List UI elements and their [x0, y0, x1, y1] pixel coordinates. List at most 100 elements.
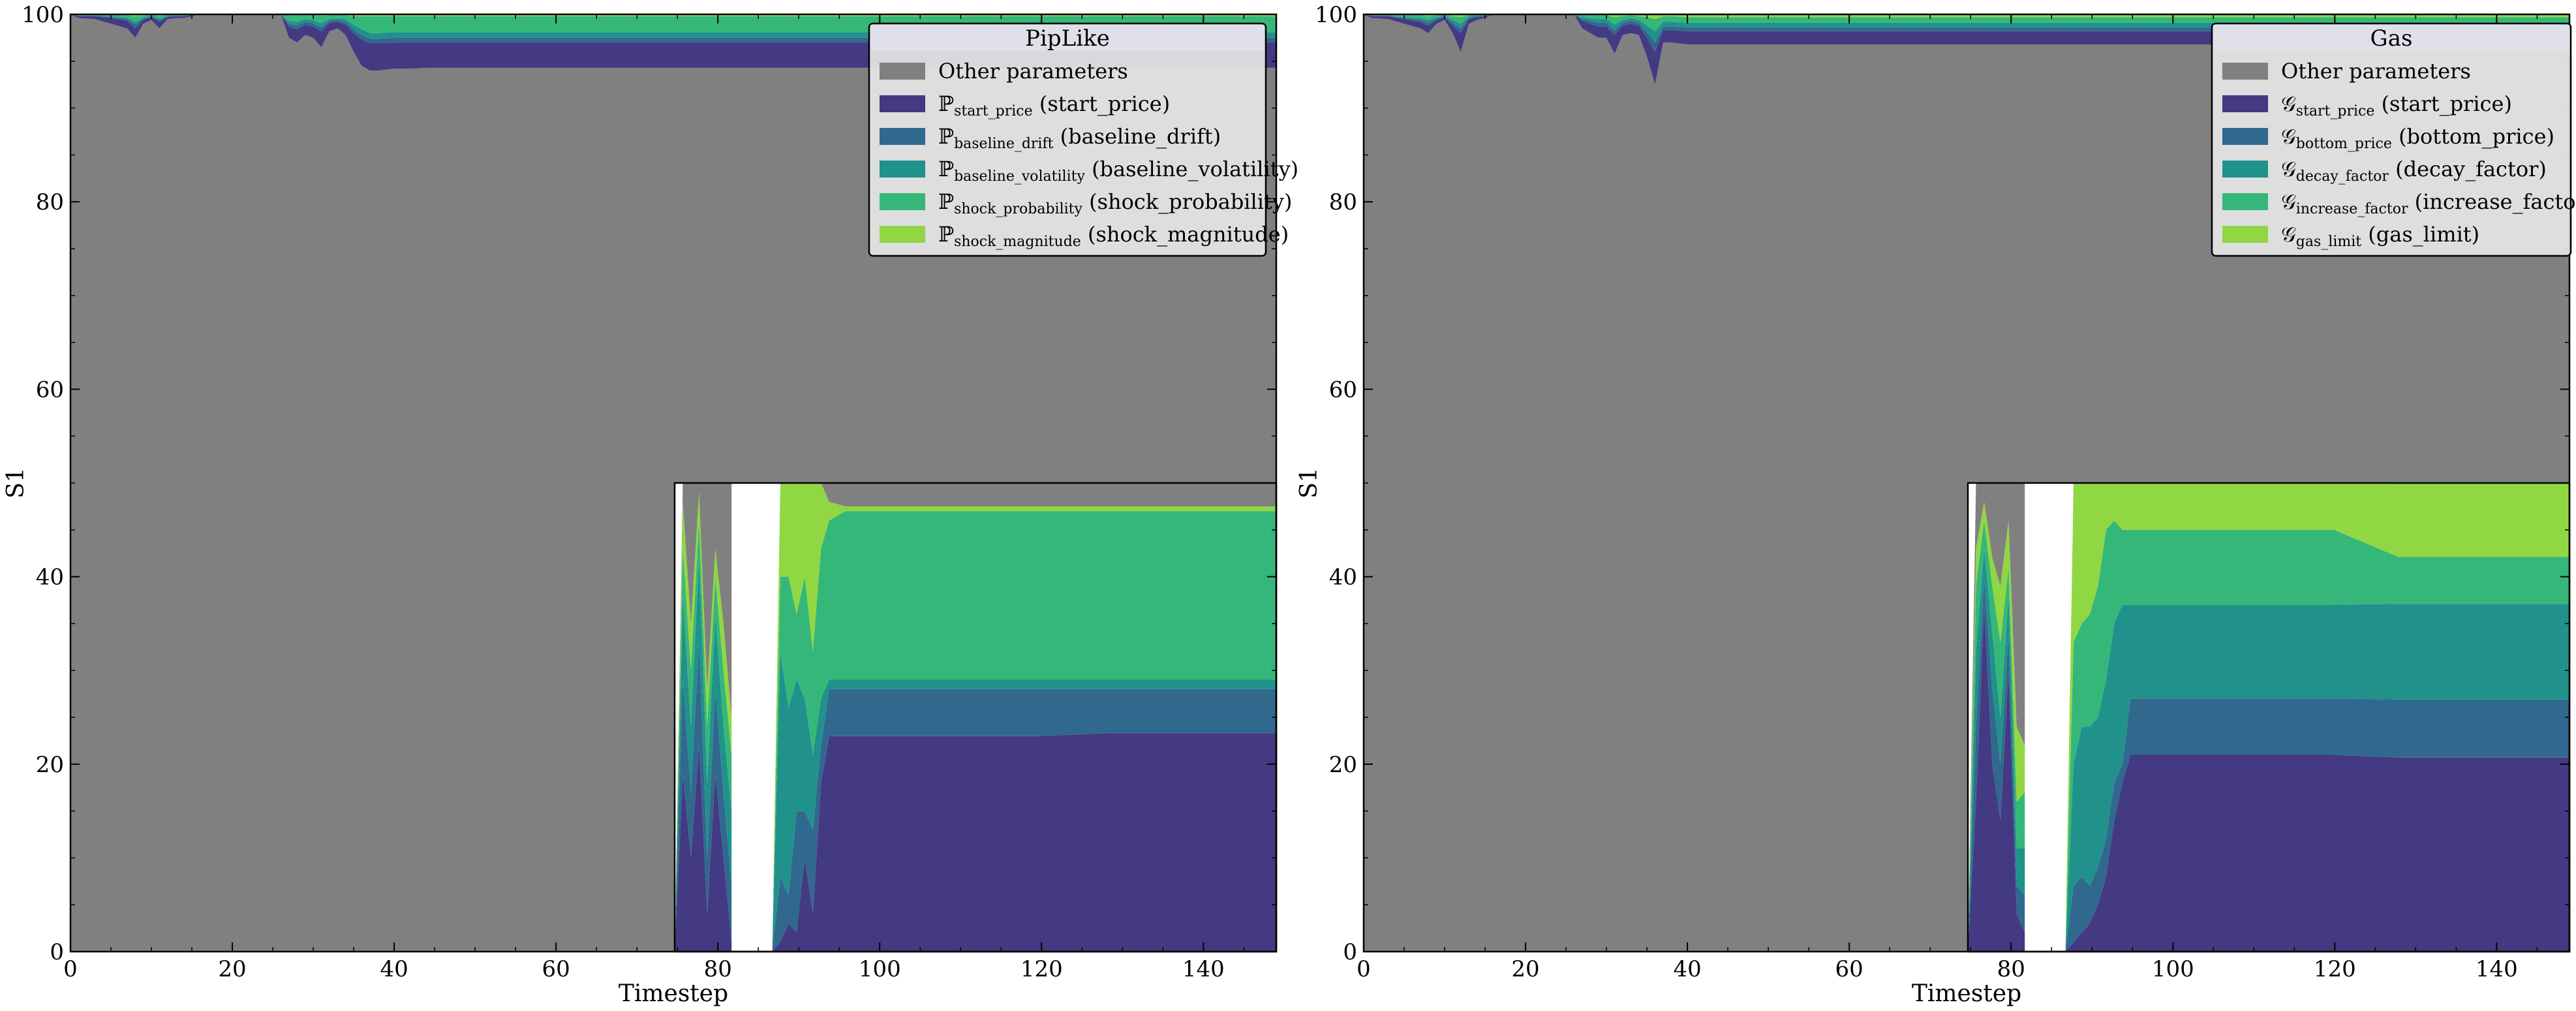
legend-symbol: ℙ	[938, 157, 954, 181]
legend-symbol: ℙ	[938, 124, 954, 149]
legend-description: (bottom_price)	[2392, 124, 2554, 149]
inset-0-seg-0-layer-0	[675, 745, 732, 952]
inset-1-seg-1-layer-3	[2065, 520, 2569, 952]
legend-symbol: Other parameters	[2281, 59, 2471, 84]
x-tick-label: 100	[2152, 956, 2194, 982]
inset-0-seg-0-layer-3	[675, 520, 732, 952]
legend-entry-text: ℙbaseline_volatility (baseline_volatilit…	[938, 157, 1298, 185]
legend-description: (shock_probability)	[1082, 189, 1292, 214]
legend-symbol: 𝒢	[2281, 91, 2296, 116]
x-tick-label: 100	[859, 956, 901, 982]
inset-0-seg-0-layer-4	[675, 492, 732, 952]
legend-symbol: 𝒢	[2281, 189, 2296, 214]
legend-title-band	[2213, 25, 2569, 51]
inset-0	[673, 478, 1278, 953]
legend-symbol: 𝒢	[2281, 124, 2296, 149]
legend-symbol: ℙ	[938, 189, 954, 214]
chart-panel-1: 0 20 40 60 80 100 120 140 0 20 40 60 80 100 Timestep S1…	[1296, 2, 2576, 1007]
legend-symbol: ℙ	[938, 91, 954, 116]
x-tick-label: 140	[2476, 956, 2518, 982]
inset-0-seg-0-layer-5	[675, 483, 732, 952]
legend-swatch	[2222, 193, 2268, 210]
x-tick-label: 120	[2314, 956, 2356, 982]
x-tick-label: 20	[218, 956, 246, 982]
inset-0-seg-1-layer-0	[772, 733, 1276, 952]
legend-entry-text: 𝒢decay_factor (decay_factor)	[2281, 157, 2547, 185]
legend-entry-text: Other parameters	[938, 59, 1128, 84]
inset-0-seg-1-layer-4	[772, 483, 1276, 952]
x-tick-label: 0	[1357, 956, 1371, 982]
x-tick-label: 0	[63, 956, 78, 982]
legend-1: Gas Other parameters 𝒢start_price (start_p…	[2211, 22, 2576, 257]
legend-0: PipLike Other parameters ℙstart_price (sta…	[868, 22, 1298, 257]
x-axis-label: Timestep	[619, 980, 728, 1007]
legend-title: PipLike	[1025, 25, 1110, 52]
legend-entry-text: ℙshock_magnitude (shock_magnitude)	[938, 222, 1289, 250]
inset-1-seg-0-layer-0	[1968, 604, 2025, 952]
legend-subscript: increase_factor	[2296, 201, 2408, 217]
y-tick-label: 0	[1343, 939, 1357, 965]
inset-1-seg-0-layer-4	[1968, 501, 2025, 952]
legend-description: (start_price)	[2374, 91, 2512, 116]
x-tick-label: 120	[1020, 956, 1063, 982]
x-tick-label: 80	[1997, 956, 2025, 982]
y-tick-label: 20	[1329, 752, 1357, 778]
legend-description: (start_price)	[1033, 91, 1171, 116]
legend-entry-text: ℙshock_probability (shock_probability)	[938, 189, 1292, 217]
legend-subscript: start_price	[954, 103, 1033, 119]
inset-1-seg-1-layer-2	[2065, 604, 2569, 952]
legend-symbol: ℙ	[938, 222, 954, 247]
inset-0-seg-0-layer-2	[675, 557, 732, 952]
x-tick-label: 80	[704, 956, 732, 982]
x-tick-label: 140	[1182, 956, 1225, 982]
legend-box	[2211, 22, 2572, 257]
legend-subscript: start_price	[2296, 103, 2375, 119]
y-tick-label: 80	[1329, 189, 1357, 215]
inset-0-seg-0-layer-1	[675, 642, 732, 952]
y-tick-label: 80	[36, 189, 64, 215]
x-tick-label: 60	[542, 956, 570, 982]
y-tick-label: 40	[1329, 565, 1357, 591]
chart-panel-0: 0 20 40 60 80 100 120 140 0 20 40 60 80 100 Timestep S1…	[3, 2, 1298, 1007]
legend-swatch	[2222, 63, 2268, 80]
legend-entry-text: 𝒢start_price (start_price)	[2281, 91, 2512, 119]
legend-swatch	[2222, 95, 2268, 112]
inset-1-seg-1-layer-1	[2065, 698, 2569, 952]
x-tick-label: 40	[380, 956, 408, 982]
inset-1-seg-0-layer-3	[1968, 520, 2025, 952]
legend-symbol: 𝒢	[2281, 157, 2296, 181]
legend-entry-text: 𝒢gas_limit (gas_limit)	[2281, 222, 2479, 250]
y-tick-label: 20	[36, 752, 64, 778]
legend-swatch	[880, 95, 925, 112]
inset-0-seg-1-layer-3	[772, 511, 1276, 952]
inset-1-seg-1-layer-4	[2065, 482, 2569, 952]
legend-description: (baseline_drift)	[1053, 124, 1221, 149]
legend-entry-text: 𝒢bottom_price (bottom_price)	[2281, 124, 2554, 152]
legend-symbol: 𝒢	[2281, 222, 2296, 247]
legend-swatch	[2222, 226, 2268, 243]
legend-title-band	[870, 25, 1265, 51]
legend-title: Gas	[2370, 25, 2413, 52]
inset-1-seg-0-layer-2	[1968, 548, 2025, 952]
legend-subscript: baseline_drift	[954, 136, 1054, 152]
y-tick-label: 60	[1329, 377, 1357, 403]
legend-swatch	[880, 193, 925, 210]
y-axis-label: S1	[1296, 467, 1323, 499]
main-area-1-layer-4	[1364, 14, 2569, 31]
legend-subscript: bottom_price	[2296, 136, 2392, 152]
legend-swatch	[880, 161, 925, 178]
legend-subscript: shock_magnitude	[954, 234, 1081, 250]
y-tick-label: 60	[36, 377, 64, 403]
x-tick-label: 20	[1511, 956, 1539, 982]
legend-swatch	[2222, 128, 2268, 145]
y-tick-label: 0	[50, 939, 64, 965]
legend-box	[868, 22, 1267, 257]
x-tick-label: 60	[1835, 956, 1863, 982]
legend-swatch	[2222, 161, 2268, 178]
legend-swatch	[880, 226, 925, 243]
legend-entry-text: ℙstart_price (start_price)	[938, 91, 1170, 119]
main-area-1-layer-5	[1364, 14, 2569, 20]
legend-swatch	[880, 128, 925, 145]
inset-1-seg-0-layer-1	[1968, 576, 2025, 952]
